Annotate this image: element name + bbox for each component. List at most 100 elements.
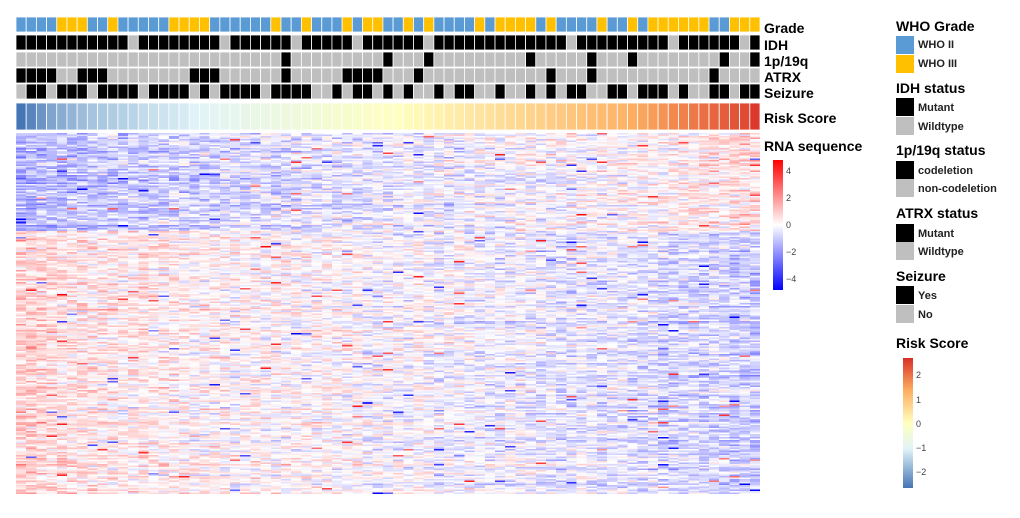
annotation-cell	[392, 83, 404, 100]
annotation-cell	[362, 51, 374, 68]
annotation-cell	[137, 16, 149, 33]
annotation-cell	[86, 16, 98, 33]
annotation-cell	[239, 67, 251, 84]
rna-tick-label: 0	[786, 220, 792, 230]
annotation-cell	[66, 51, 78, 68]
annotation-cell	[729, 83, 741, 100]
annotation-cell	[413, 51, 425, 68]
annotation-cell	[494, 67, 506, 84]
annotation-cell	[280, 67, 292, 84]
annotation-cell	[453, 51, 465, 68]
annotation-cell	[708, 16, 720, 33]
annotation-cell	[678, 83, 690, 100]
legend-swatch-who-iii	[896, 55, 914, 73]
risk-tick-label: 0	[916, 419, 922, 429]
risk-score-cell	[678, 102, 690, 131]
annotation-cell	[657, 16, 669, 33]
annotation-cell	[402, 83, 414, 100]
annotation-cell	[25, 83, 37, 100]
annotation-cell	[433, 67, 445, 84]
annotation-cell	[565, 51, 577, 68]
annotation-cell	[168, 34, 180, 51]
annotation-cell	[657, 34, 669, 51]
annotation-cell	[280, 51, 292, 68]
annotation-cell	[158, 83, 170, 100]
annotation-cell	[739, 34, 751, 51]
risk-score-cell	[453, 102, 465, 131]
annotation-cell	[596, 51, 608, 68]
annotation-cell	[708, 67, 720, 84]
annotation-cell	[148, 51, 160, 68]
legend-title-1p19q: 1p/19q status	[896, 142, 986, 158]
annotation-cell	[239, 16, 251, 33]
annotation-cell	[504, 34, 516, 51]
annotation-cell	[545, 16, 557, 33]
annotation-cell	[341, 51, 353, 68]
annotation-cell	[46, 83, 58, 100]
risk-tick-label: 2	[916, 370, 922, 380]
annotation-cell	[117, 67, 129, 84]
annotation-cell	[606, 83, 618, 100]
annotation-cell	[667, 16, 679, 33]
risk-score-cell	[637, 102, 649, 131]
annotation-cell	[382, 34, 394, 51]
annotation-cell	[250, 67, 262, 84]
annotation-cell	[647, 67, 659, 84]
risk-score-cell	[596, 102, 608, 131]
annotation-cell	[453, 34, 465, 51]
legend-swatch-atrx-wildtype	[896, 242, 914, 260]
annotation-cell	[402, 16, 414, 33]
annotation-cell	[504, 16, 516, 33]
annotation-cell	[260, 83, 272, 100]
annotation-cell	[565, 67, 577, 84]
row-label-risk-score: Risk Score	[764, 110, 837, 126]
annotation-cell	[35, 16, 47, 33]
annotation-cell	[596, 83, 608, 100]
annotation-cell	[219, 51, 231, 68]
annotation-cell	[300, 83, 312, 100]
risk-score-cell	[545, 102, 557, 131]
annotation-cell	[199, 16, 211, 33]
risk-score-cell	[504, 102, 516, 131]
risk-tick-label: −1	[916, 443, 927, 453]
legend-swatch-seizure-yes	[896, 286, 914, 304]
annotation-cell	[739, 16, 751, 33]
risk-score-cell	[708, 102, 720, 131]
annotation-cell	[362, 16, 374, 33]
annotation-cell	[372, 83, 384, 100]
annotation-cell	[382, 83, 394, 100]
annotation-cell	[351, 67, 363, 84]
annotation-cell	[15, 67, 27, 84]
annotation-cell	[117, 51, 129, 68]
annotation-cell	[555, 67, 567, 84]
risk-score-cell	[729, 102, 741, 131]
annotation-cell	[290, 16, 302, 33]
annotation-cell	[107, 83, 119, 100]
risk-legend-title: Risk Score	[896, 335, 969, 351]
annotation-cell	[117, 83, 129, 100]
annotation-cell	[637, 67, 649, 84]
annotation-cell	[474, 51, 486, 68]
annotation-cell	[413, 67, 425, 84]
annotation-cell	[239, 34, 251, 51]
risk-score-cell	[484, 102, 496, 131]
annotation-cell	[392, 16, 404, 33]
risk-score-cell	[525, 102, 537, 131]
annotation-cell	[555, 83, 567, 100]
annotation-cell	[596, 34, 608, 51]
annotation-cell	[453, 83, 465, 100]
annotation-cell	[667, 67, 679, 84]
annotation-cell	[535, 67, 547, 84]
annotation-cell	[627, 16, 639, 33]
risk-score-cell	[178, 102, 190, 131]
annotation-cell	[718, 16, 730, 33]
annotation-cell	[362, 34, 374, 51]
annotation-cell	[413, 34, 425, 51]
annotation-cell	[229, 67, 241, 84]
annotation-cell	[209, 83, 221, 100]
annotation-cell	[647, 51, 659, 68]
annotation-cell	[729, 67, 741, 84]
risk-score-cell	[76, 102, 88, 131]
annotation-cell	[56, 83, 68, 100]
annotation-cell	[229, 51, 241, 68]
